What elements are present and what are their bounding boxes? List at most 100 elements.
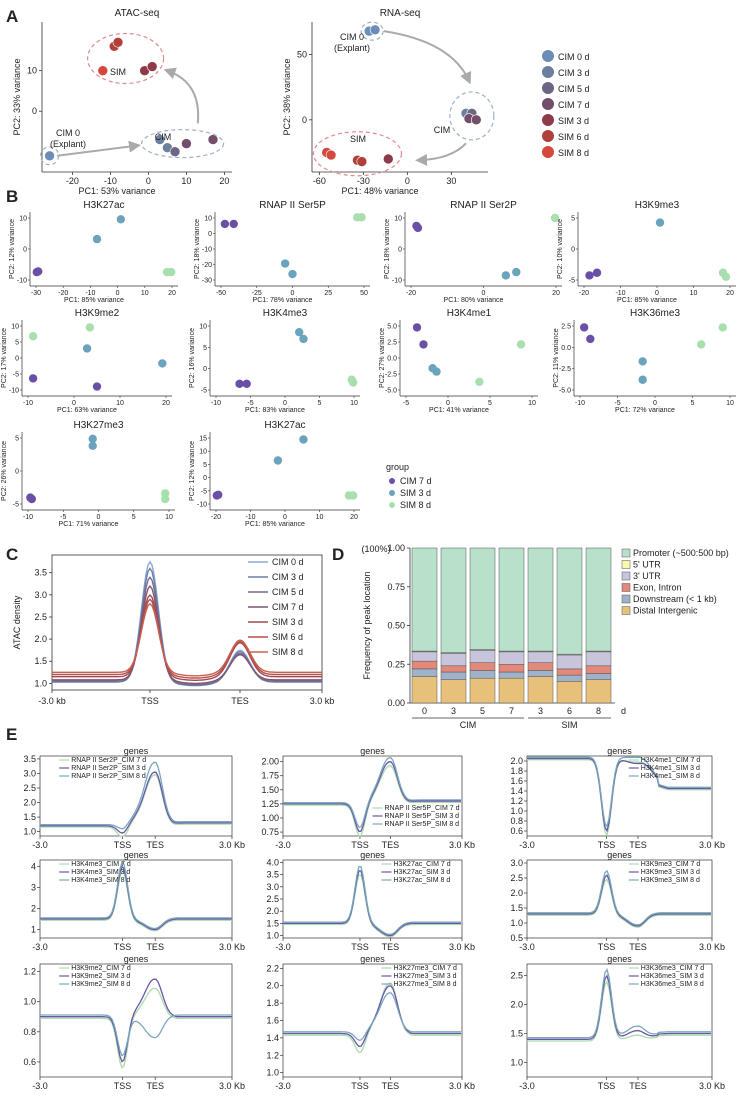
panel-d-legend-label: Promoter (~500:500 bp) [633, 548, 729, 558]
pca-b-7-point [697, 340, 706, 349]
panel-a-legend-swatch [542, 114, 554, 126]
profile-e-0-legend-label: RNAP II Ser2P_SIM 8 d [71, 773, 146, 780]
profile-e-2-legend-label: H3K4me1_SIM 8 d [641, 773, 700, 780]
profile-e-6-title: genes [124, 954, 149, 964]
atac-label-cim: CIM [155, 132, 172, 142]
pca-b-2-ylabel: PC2: 18% variance [384, 219, 391, 279]
panel-b-legend-label: SIM 8 d [400, 500, 431, 510]
profile-e-4-ytick-label: 3.0 [266, 882, 279, 892]
panel-c-xtick-label: TES [231, 696, 249, 706]
panel-a-legend-label: CIM 5 d [558, 84, 590, 94]
profile-e-1-xtick-label: 3.0 Kb [449, 840, 475, 850]
profile-e-2-xtick-label: TSS [598, 840, 616, 850]
panel-c-line [52, 598, 322, 679]
pca-b-2-xlabel: PC1: 80% variance [444, 297, 504, 304]
panel-d-legend-swatch [621, 583, 631, 592]
pca-b-6-ylabel: PC2: 27% variance [379, 328, 386, 388]
profile-e-3-ytick-label: 3 [31, 882, 36, 892]
panel-d-xtick-label: 6 [567, 706, 572, 716]
profile-e-3-xtick-label: -3.0 [32, 942, 48, 952]
pca-b-3-xtick-label: 0 [655, 290, 659, 297]
pca-b-9-point [214, 490, 223, 499]
pca-b-2-point [501, 271, 511, 280]
profile-e-3-ytick-label: 4 [31, 861, 36, 871]
pca-b-8-title: H3K27me3 [73, 420, 123, 431]
pca-b-5-title: H3K4me3 [263, 308, 308, 319]
pca-b-9-ytick-label: 5 [203, 462, 207, 469]
profile-e-7-xtick-label: 3.0 Kb [449, 1081, 475, 1091]
atac-xtick-label: 0 [146, 176, 151, 186]
atac-point [207, 134, 219, 145]
pca-b-7-point [586, 334, 595, 344]
pca-b-9-xtick-label: -10 [245, 514, 255, 521]
profile-e-4-ytick-label: 3.5 [266, 870, 279, 880]
profile-e-7-xtick-label: -3.0 [275, 1081, 291, 1091]
atac-ellipse-sim [86, 32, 165, 85]
profile-e-8-xtick-label: 3.0 Kb [699, 1081, 725, 1091]
pca-b-1-xtick-label: -25 [252, 290, 262, 297]
profile-e-0-ytick-label: 2.0 [23, 798, 36, 808]
pca-b-6-point [475, 377, 484, 386]
pca-b-4-ytick-label: -5 [13, 372, 19, 379]
panel-d-bar-segment [440, 547, 467, 653]
rna-title: RNA-seq [380, 8, 421, 19]
pca-b-6-xtick-label: 0 [446, 400, 450, 407]
pca-b-3-ylabel: PC2: 10% variance [557, 219, 564, 279]
pca-b-9-xtick-label: 20 [350, 514, 358, 521]
pca-b-3-point [655, 218, 665, 227]
pca-b-9-xtick-label: 0 [283, 514, 287, 521]
panel-d-bar-segment [469, 677, 496, 704]
profile-e-8-xtick-label: -3.0 [519, 1081, 535, 1091]
profile-e-7-ytick-label: 1.4 [266, 1033, 279, 1043]
profile-e-7-line [283, 985, 461, 1047]
profile-e-7-ytick-label: 1.0 [266, 1068, 279, 1078]
pca-b-3-point [585, 271, 594, 280]
pca-b-5-xtick-label: 0 [283, 400, 287, 407]
panel-c-ytick-label: 1.5 [34, 656, 47, 666]
panel-d-bar-segment [527, 662, 554, 671]
profile-e-5-xtick-label: 3.0 Kb [699, 942, 725, 952]
pca-b-2-xtick-label: 20 [552, 290, 560, 297]
panel-c-legend-label: CIM 5 d [272, 587, 304, 597]
pca-b-2-ytick-label: -10 [392, 278, 402, 285]
pca-b-3-ytick-label: -5 [569, 278, 575, 285]
pca-b-3-point [721, 272, 731, 281]
panel-label-e: E [6, 725, 17, 744]
profile-e-6-ytick-label: 0.8 [23, 1027, 36, 1037]
pca-b-4-title: H3K9me2 [75, 308, 120, 319]
profile-e-7-legend-label: H3K27me3_CIM 7 d [393, 965, 457, 972]
pca-b-0-point [116, 215, 126, 224]
pca-b-0-ytick-label: 0 [23, 247, 27, 254]
panel-d-legend-label: Exon, Intron [633, 583, 682, 593]
pca-b-7-xlabel: PC1: 72% variance [615, 407, 675, 414]
panel-b-legend-swatch [389, 502, 395, 508]
pca-b-0-ytick-label: 10 [19, 216, 27, 223]
rna-xtick-label: -30 [357, 176, 370, 186]
profile-e-5-line [527, 874, 711, 927]
profile-e-3-ytick-label: 2 [31, 903, 36, 913]
pca-b-2-title: RNAP II Ser2P [450, 200, 517, 211]
panel-a-legend-swatch [542, 98, 554, 110]
atac-title: ATAC-seq [115, 8, 160, 19]
panel-d-bar-segment [411, 660, 438, 670]
pca-b-5-ytick-label: 10 [199, 324, 207, 331]
pca-b-8-ytick-label: 5 [15, 436, 19, 443]
atac-ytick-label: 0 [32, 106, 37, 116]
rna-point [470, 114, 482, 126]
profile-e-4-line [283, 870, 461, 937]
panel-c-legend-label: CIM 0 d [272, 557, 304, 567]
panel-c-legend-label: SIM 6 d [272, 632, 303, 642]
profile-e-2-xtick-label: -3.0 [519, 840, 535, 850]
profile-e-4-legend-label: H3K27ac_SIM 3 d [393, 869, 450, 876]
profile-e-8-xtick-label: TES [629, 1081, 647, 1091]
pca-b-2-xtick-label: 0 [482, 290, 486, 297]
profile-e-6-legend-label: H3K9me2_CIM 7 d [71, 965, 131, 972]
panel-d-ytick-label: 1.00 [387, 543, 405, 553]
panel-label-a: A [6, 7, 18, 26]
pca-b-8-ylabel: PC2: 26% variance [1, 441, 8, 501]
pca-b-0-point [167, 267, 176, 277]
panel-d-bar-segment [556, 654, 583, 670]
profile-e-2-line [527, 757, 711, 833]
pca-b-5-point [242, 379, 251, 389]
pca-b-7-ylabel: PC2: 11% variance [553, 328, 560, 388]
